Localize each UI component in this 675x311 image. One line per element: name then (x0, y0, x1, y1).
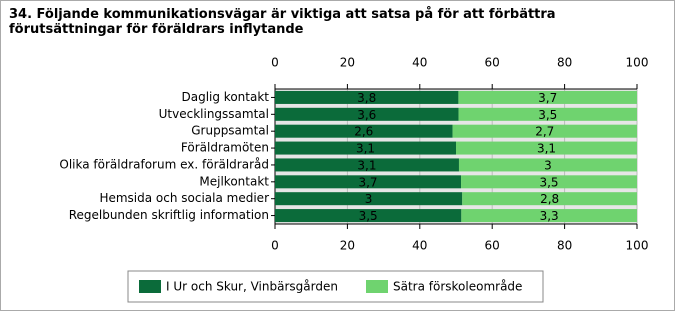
legend-box (127, 270, 544, 303)
x-tick-label: 0 (271, 239, 279, 253)
value-label: 3 (365, 192, 373, 206)
value-label: 3,5 (359, 209, 378, 223)
y-tick-label: Föräldramöten (181, 141, 269, 155)
bar (275, 158, 459, 172)
x-tick-label: 60 (485, 56, 500, 70)
value-label: 3,1 (357, 158, 376, 172)
bar (275, 90, 459, 104)
bar (458, 158, 637, 172)
x-tick-label: 40 (412, 239, 427, 253)
bar (461, 175, 637, 189)
value-label: 3 (544, 158, 552, 172)
x-tick-label: 20 (340, 56, 355, 70)
value-label: 3,5 (538, 108, 557, 122)
y-tick-label: Regelbunden skriftlig information (69, 208, 269, 222)
y-tick-label: Mejlkontakt (199, 174, 269, 188)
value-label: 3,8 (357, 91, 376, 105)
value-label: 3,6 (357, 108, 376, 122)
value-label: 2,6 (354, 125, 373, 139)
bar (275, 192, 463, 206)
y-tick-label: Gruppsamtal (191, 124, 269, 138)
bar (456, 141, 637, 155)
y-tick-label: Daglig kontakt (182, 90, 270, 104)
value-label: 2,7 (535, 125, 554, 139)
x-tick-label: 40 (412, 56, 427, 70)
y-tick-label: Utvecklingssamtal (159, 107, 269, 121)
legend-swatch (366, 280, 388, 293)
value-label: 3,7 (358, 175, 377, 189)
x-tick-label: 80 (557, 56, 572, 70)
value-label: 3,1 (537, 142, 556, 156)
bar (275, 175, 462, 189)
chart-title: 34. Följande kommunikationsvägar är vikt… (9, 7, 556, 37)
legend-swatch (139, 280, 161, 293)
y-tick-label: Olika föräldraforum ex. föräldraråd (59, 157, 269, 171)
x-tick-label: 80 (557, 239, 572, 253)
x-tick-label: 60 (485, 239, 500, 253)
value-label: 3,3 (540, 209, 559, 223)
value-label: 3,1 (356, 142, 375, 156)
bar (452, 124, 637, 138)
legend-label: I Ur och Skur, Vinbärsgården (166, 280, 338, 294)
bar (275, 209, 462, 223)
value-label: 3,7 (538, 91, 557, 105)
bar (461, 209, 637, 223)
value-label: 2,8 (540, 192, 559, 206)
bar (275, 124, 453, 138)
bar (275, 107, 459, 121)
bar (458, 90, 637, 104)
x-tick-label: 20 (340, 239, 355, 253)
legend-label: Sätra förskoleområde (393, 280, 522, 294)
bar (275, 141, 456, 155)
bar (462, 192, 637, 206)
x-tick-label: 100 (626, 56, 649, 70)
x-tick-label: 0 (271, 56, 279, 70)
bar (458, 107, 637, 121)
y-tick-label: Hemsida och sociala medier (99, 191, 269, 205)
x-tick-label: 100 (626, 239, 649, 253)
value-label: 3,5 (539, 175, 558, 189)
